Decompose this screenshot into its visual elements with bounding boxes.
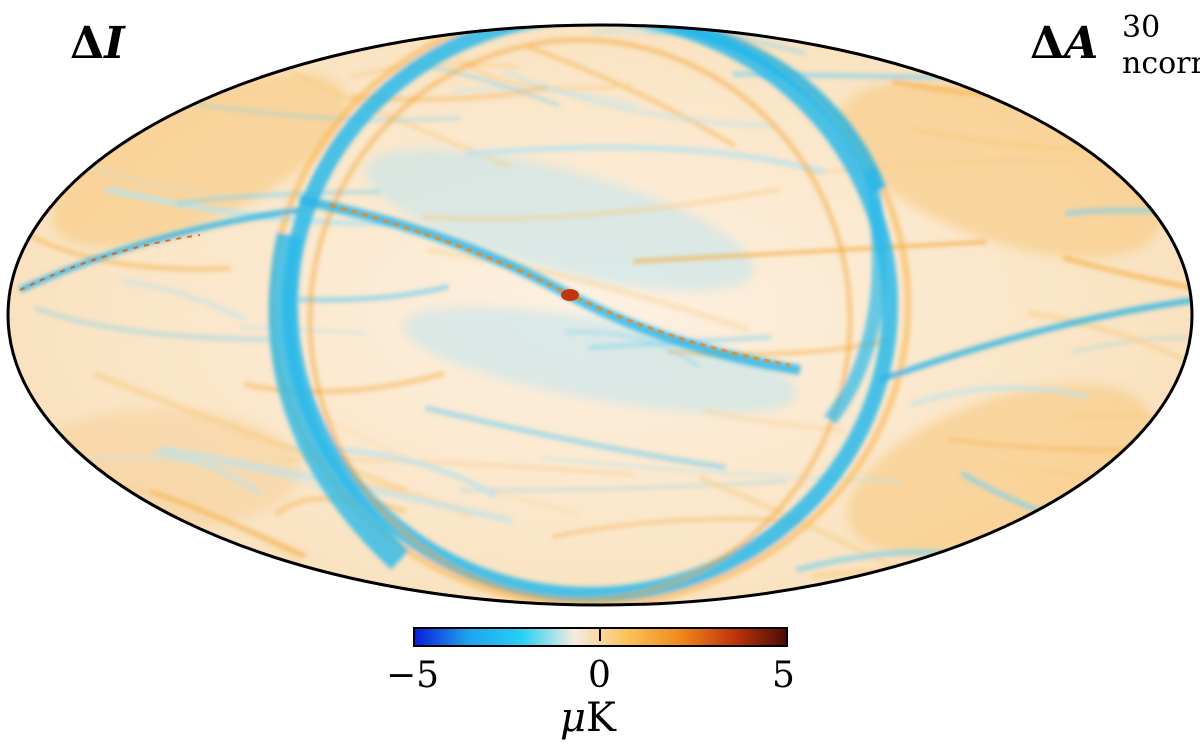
streak (665, 25, 878, 28)
streak (785, 0, 950, 12)
streak (176, 190, 381, 206)
streak (99, 36, 299, 46)
label-subscript: ncorr (1122, 46, 1200, 81)
label-superscript: 30 (1122, 10, 1161, 45)
streak (633, 240, 987, 264)
streak (502, 69, 776, 128)
map-border (6, 23, 1194, 607)
colorbar-tick-zero: 0 (588, 655, 611, 696)
streak (243, 370, 446, 395)
streak (465, 144, 826, 175)
streak (1175, 0, 1200, 10)
streak (1065, 207, 1192, 219)
streak (1072, 336, 1192, 354)
streak (197, 25, 332, 32)
streak (72, 456, 332, 495)
map-label-right: ΔA 30 ncorr (1030, 10, 1200, 81)
galactic-center-spot (561, 289, 579, 301)
streak (427, 247, 750, 333)
scan-rings (18, 25, 1192, 605)
streak (703, 407, 844, 433)
colorbar-tick-max: 5 (772, 655, 795, 696)
streak (1157, 492, 1192, 562)
streak (1068, 413, 1192, 442)
streak (152, 449, 262, 495)
streak (118, 481, 302, 565)
streak (421, 187, 781, 222)
streak (33, 305, 293, 342)
streak (1062, 255, 1192, 305)
colorbar-tick-min: −5 (386, 655, 440, 696)
galactic-plane (19, 195, 801, 375)
streak (1027, 310, 1192, 384)
streak (909, 385, 1089, 408)
map-content (8, 0, 1200, 605)
streak (541, 457, 902, 482)
streak (93, 371, 408, 494)
colorbar-zero-tick (599, 627, 601, 641)
streak (565, 329, 700, 369)
streak (123, 278, 247, 322)
sky-map (6, 0, 1200, 607)
colorbar-unit: μK (560, 695, 616, 741)
streak (67, 158, 319, 200)
streak (460, 480, 787, 492)
streak (527, 44, 736, 148)
streak (425, 405, 726, 470)
streak (297, 284, 450, 303)
streak (240, 325, 366, 335)
map-label-left: ΔI (70, 18, 125, 69)
